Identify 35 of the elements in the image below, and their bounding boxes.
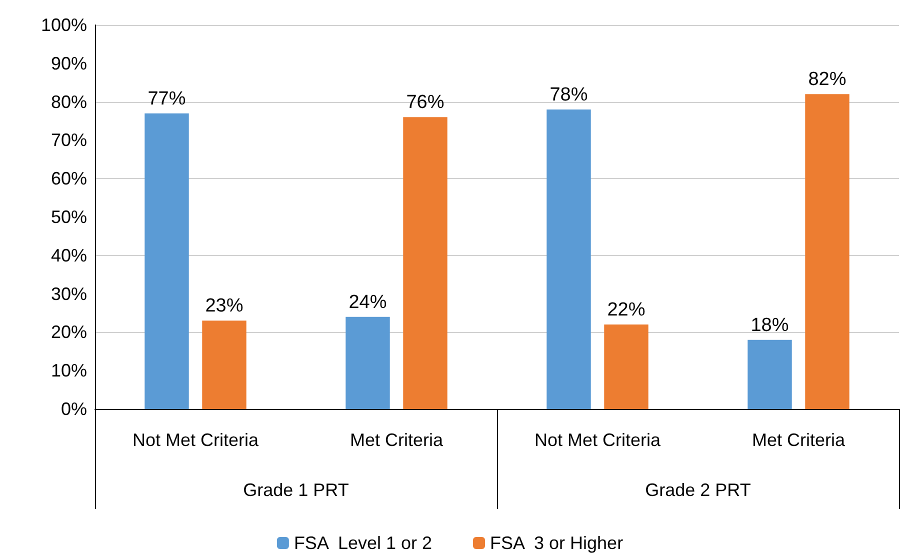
- bar: [202, 320, 246, 409]
- data-label: 22%: [607, 300, 646, 321]
- y-tick-label: 0%: [60, 399, 87, 419]
- x-tick-label: Not Met Criteria: [534, 430, 662, 450]
- bar: [805, 94, 850, 409]
- data-label: 18%: [750, 314, 789, 336]
- data-label: 24%: [348, 292, 387, 313]
- bar: [144, 113, 189, 409]
- x-tick-label: Met Criteria: [350, 430, 444, 450]
- y-tick-label: 60%: [50, 168, 87, 189]
- bar: [546, 109, 591, 409]
- bar: [604, 324, 648, 409]
- y-tick-label: 40%: [50, 245, 87, 266]
- bar: [403, 117, 448, 409]
- legend-label: FSA Level 1 or 2: [294, 533, 432, 553]
- y-tick-label: 70%: [50, 130, 87, 150]
- bar: [748, 340, 792, 409]
- legend-label: FSA 3 or Higher: [490, 533, 624, 553]
- y-tick-label: 10%: [50, 360, 87, 381]
- data-label: 23%: [205, 296, 244, 317]
- x-tick-label: Not Met Criteria: [132, 430, 260, 450]
- data-label: 76%: [406, 92, 444, 114]
- data-label: 78%: [550, 84, 588, 106]
- y-tick-label: 20%: [50, 322, 87, 342]
- x-tick-label: Met Criteria: [752, 430, 846, 450]
- text: Grade 1 PRT: [243, 480, 349, 500]
- data-label: 77%: [148, 88, 186, 110]
- y-tick-label: 30%: [50, 284, 87, 304]
- bar: [346, 316, 390, 409]
- y-tick-label: 80%: [50, 92, 87, 112]
- y-tick-label: 100%: [40, 15, 87, 35]
- y-tick-label: 90%: [50, 53, 87, 74]
- y-tick-label: 50%: [50, 207, 87, 227]
- text: Grade 2 PRT: [645, 480, 751, 500]
- data-label: 82%: [808, 69, 846, 90]
